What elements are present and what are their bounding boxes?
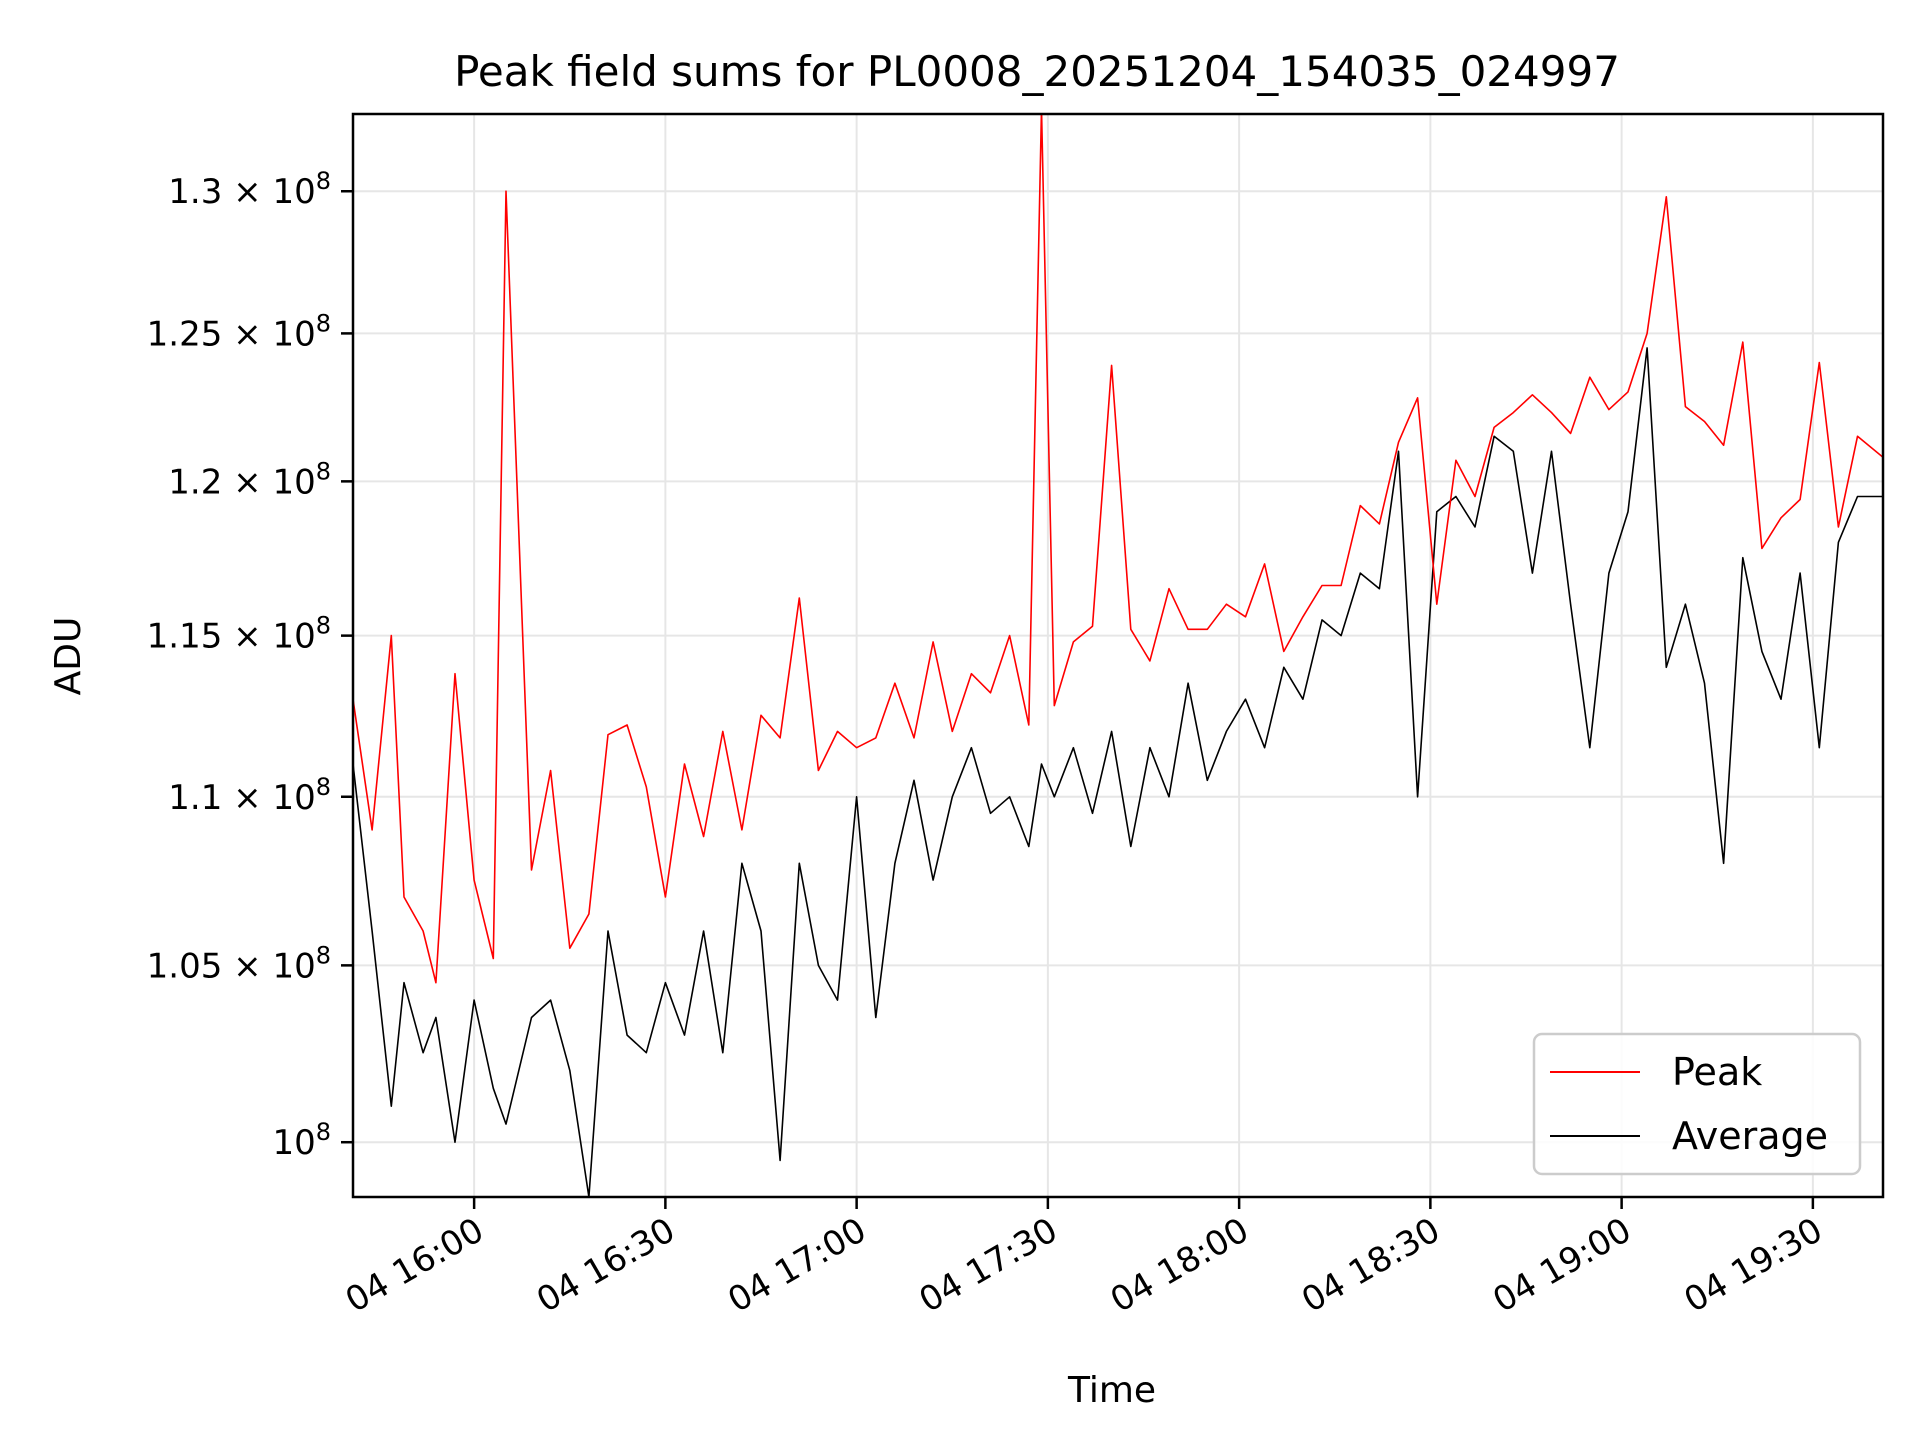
chart-title: Peak field sums for PL0008_20251204_1540… xyxy=(454,47,1620,96)
x-axis: 04 16:00 04 16:30 04 17:00 04 17:30 04 18:00… xyxy=(339,1197,1829,1321)
legend-label-peak: Peak xyxy=(1672,1050,1762,1094)
x-tick-label-5: 04 18:30 xyxy=(1295,1210,1447,1321)
x-tick-label-4: 04 18:00 xyxy=(1104,1210,1256,1321)
series-line-peak xyxy=(353,114,1883,984)
y-axis-label: ADU xyxy=(48,617,89,696)
y-tick-label-1: 1.05 × 108 xyxy=(147,941,331,986)
y-tick-label-6: 1.3 × 108 xyxy=(168,167,331,212)
x-tick-label-1: 04 16:30 xyxy=(530,1210,682,1321)
legend-box xyxy=(1532,1032,1862,1176)
y-tick-label-4: 1.2 × 108 xyxy=(168,457,331,502)
y-tick-label-0: 108 xyxy=(272,1118,331,1163)
legend: Peak Average xyxy=(1532,1032,1862,1176)
series-line-average xyxy=(353,347,1883,1197)
plot-area-frame xyxy=(351,112,1885,1199)
x-axis-label: Time xyxy=(1067,1370,1156,1411)
y-tick-label-2: 1.1 × 108 xyxy=(168,773,331,818)
x-tick-label-6: 04 19:00 xyxy=(1486,1210,1638,1321)
legend-label-average: Average xyxy=(1672,1114,1828,1158)
grid xyxy=(353,114,1883,1197)
x-tick-label-0: 04 16:00 xyxy=(339,1210,491,1321)
x-tick-label-2: 04 17:00 xyxy=(721,1210,873,1321)
y-tick-label-5: 1.25 × 108 xyxy=(147,309,331,354)
x-tick-label-3: 04 17:30 xyxy=(913,1210,1065,1321)
x-tick-label-7: 04 19:30 xyxy=(1678,1210,1830,1321)
y-axis: 108 1.05 × 108 1.1 × 108 1.15 × 108 1.2 × 10… xyxy=(147,167,353,1163)
y-tick-label-3: 1.15 × 108 xyxy=(147,612,331,657)
